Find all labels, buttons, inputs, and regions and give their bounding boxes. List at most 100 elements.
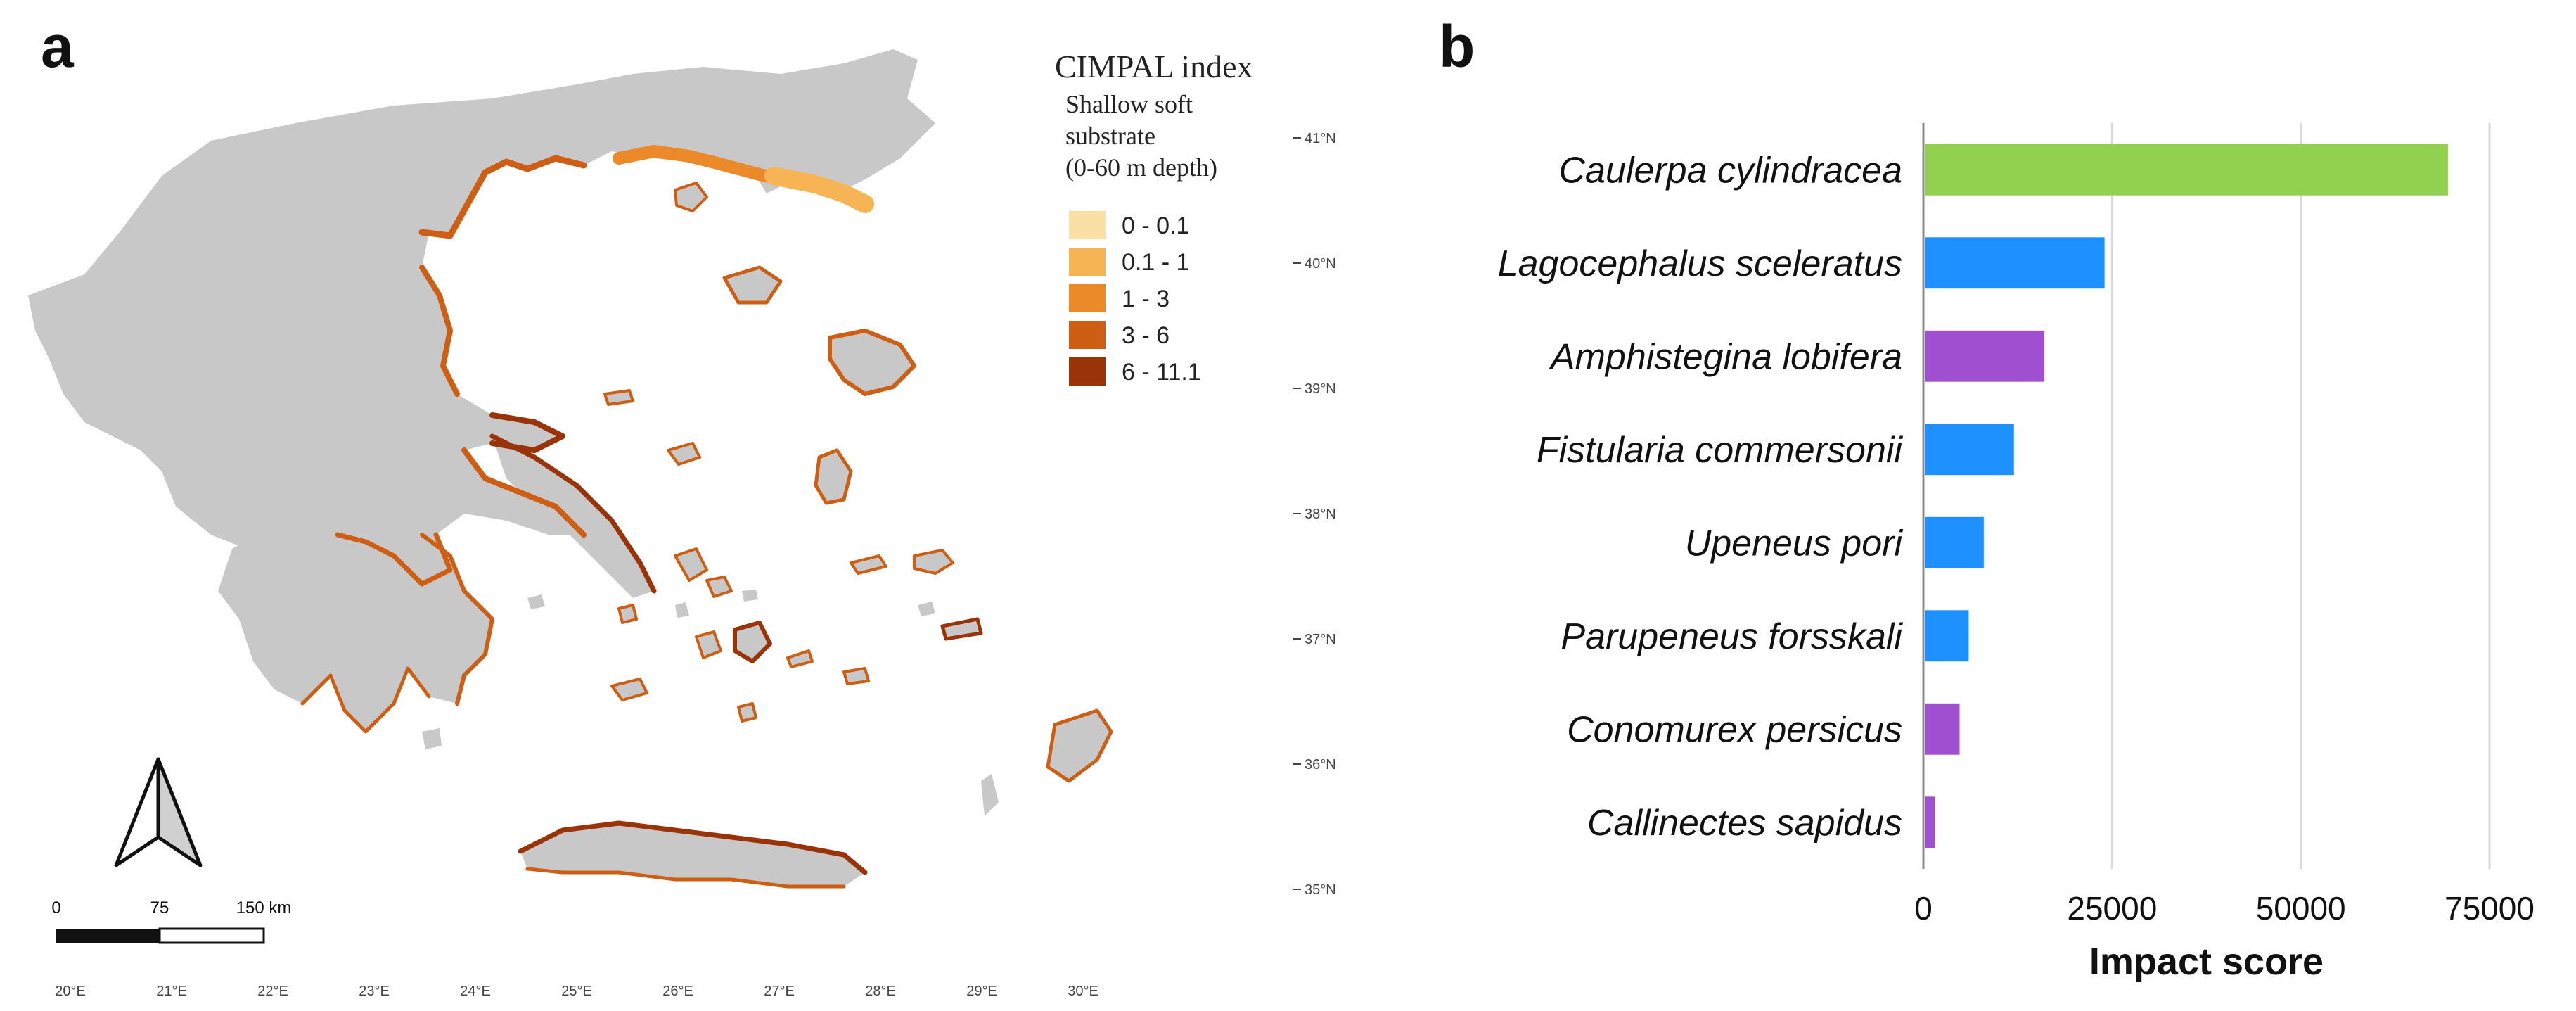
- category-label: Lagocephalus sceleratus: [1498, 243, 1902, 284]
- x-axis-title: Impact score: [2089, 941, 2324, 983]
- category-label: Amphistegina lobifera: [1549, 336, 1902, 377]
- chios: [816, 450, 851, 503]
- lat-label: 36°N: [1305, 757, 1336, 772]
- samos-coast: [913, 549, 954, 575]
- bar: [1925, 144, 2448, 196]
- islands-coast: [603, 182, 887, 723]
- legend-swatch: [1069, 284, 1106, 312]
- peloponnese-south: [300, 666, 431, 734]
- legend-label: 1 - 3: [1122, 286, 1170, 312]
- lat-label: 40°N: [1305, 256, 1336, 272]
- legend-swatch: [1069, 211, 1106, 239]
- latitude-labels: 41°N 40°N 39°N 38°N 37°N 36°N 35°N: [1293, 131, 1336, 898]
- category-label: Parupeneus forsskali: [1561, 616, 1903, 657]
- panel-label-b: b: [1439, 13, 1475, 80]
- scale-bar-black: [56, 929, 160, 943]
- lon-label: 28°E: [865, 984, 896, 999]
- scale-bar-white: [158, 927, 265, 944]
- coastal-impact-zones: [300, 145, 1113, 889]
- scale-label-0: 0: [51, 898, 60, 917]
- category-label: Callinectes sapidus: [1587, 803, 1902, 844]
- north-aegean-coast: [418, 155, 587, 239]
- land-masses: [28, 49, 1111, 886]
- kos-coast: [940, 617, 983, 641]
- category-label: Caulerpa cylindracea: [1559, 150, 1903, 191]
- gridlines: [2110, 123, 2491, 869]
- lat-label: 39°N: [1305, 381, 1336, 397]
- lesvos-coast: [828, 329, 916, 396]
- lesvos: [830, 331, 914, 394]
- lat-label: 37°N: [1305, 632, 1336, 647]
- x-tick-label: 75000: [2444, 890, 2535, 927]
- legend-label: 0.1 - 1: [1122, 249, 1189, 276]
- legend-label: 0 - 0.1: [1122, 212, 1189, 239]
- karpathos: [981, 774, 999, 816]
- bar: [1925, 424, 2014, 476]
- kythnos: [619, 605, 636, 623]
- rhodes: [1048, 711, 1111, 781]
- legend-subtitle-line-1: Shallow soft: [1065, 90, 1193, 118]
- map-legend: CIMPAL index Shallow soft substrate (0-6…: [1055, 49, 1253, 386]
- bar: [1925, 330, 2044, 382]
- central-coast: [461, 447, 587, 538]
- chios-coast: [814, 448, 853, 505]
- bar: [1925, 237, 2105, 289]
- syros: [675, 602, 689, 618]
- impact-bar-chart: Caulerpa cylindracea Lagocephalus scelera…: [1498, 123, 2535, 983]
- x-tick-label: 25000: [2067, 890, 2157, 927]
- corinth-gulf: [335, 532, 453, 587]
- scale-label-150: 150 km: [236, 898, 292, 917]
- peloponnese: [218, 514, 492, 732]
- x-tick-labels: 0 25000 50000 75000: [1914, 890, 2535, 927]
- scale-bar: 0 75 150 km: [51, 898, 292, 944]
- crete-north-coast: [518, 820, 868, 875]
- lat-label: 35°N: [1305, 882, 1336, 898]
- santorini: [738, 704, 756, 721]
- x-tick-label: 50000: [2256, 890, 2346, 927]
- lon-label: 30°E: [1068, 984, 1098, 999]
- lon-label: 26°E: [662, 984, 693, 999]
- lon-label: 29°E: [966, 984, 997, 999]
- x-tick-label: 0: [1914, 890, 1933, 927]
- legend-swatch: [1069, 321, 1106, 349]
- lemnos: [724, 267, 781, 303]
- longitude-labels: 20°E 21°E 22°E 23°E 24°E 25°E 26°E 27°E 28°E 29°E…: [55, 984, 1098, 999]
- naxos-coast: [733, 621, 772, 663]
- legend-subtitle-line-2: substrate: [1065, 122, 1155, 150]
- legend-swatch: [1069, 248, 1106, 276]
- legend-swatch: [1069, 357, 1106, 386]
- mykonos: [742, 590, 758, 602]
- legend-label: 3 - 6: [1122, 322, 1170, 349]
- evia-coast: [489, 433, 657, 594]
- crete-south-coast: [525, 867, 846, 889]
- north-arrow-icon: [114, 757, 203, 867]
- greece-map: 41°N 40°N 39°N 38°N 37°N 36°N 35°N 20°E 21°E 22°…: [28, 49, 1336, 999]
- legend-items: 0 - 0.1 0.1 - 1 1 - 3 3 - 6 6 - 11.1: [1069, 211, 1201, 386]
- kythira: [422, 728, 442, 749]
- category-label: Conomurex persicus: [1567, 709, 1902, 750]
- bar: [1925, 796, 1935, 848]
- category-labels: Caulerpa cylindracea Lagocephalus scelera…: [1498, 150, 1904, 844]
- scale-label-75: 75: [150, 898, 169, 917]
- lat-label: 38°N: [1305, 507, 1336, 522]
- category-label: Fistularia commersonii: [1537, 430, 1904, 471]
- legend-title: CIMPAL index: [1055, 49, 1253, 84]
- bar: [1925, 516, 1984, 568]
- kalymnos: [918, 602, 935, 616]
- mainland: [28, 49, 935, 584]
- lon-label: 27°E: [764, 984, 795, 999]
- lemnos-coast: [722, 265, 783, 305]
- evia: [492, 436, 654, 598]
- bar: [1925, 610, 1969, 662]
- thessaly-coast: [419, 265, 460, 397]
- ikaria: [851, 556, 886, 573]
- lon-label: 20°E: [55, 984, 86, 999]
- bars: [1925, 144, 2448, 848]
- legend-subtitle-line-3: (0-60 m depth): [1065, 153, 1217, 182]
- bar: [1925, 703, 1960, 755]
- thracian-coast-low: [764, 167, 874, 213]
- aegina: [527, 594, 545, 609]
- lon-label: 25°E: [561, 984, 592, 999]
- category-label: Upeneus pori: [1685, 523, 1904, 564]
- peloponnese-coast: [420, 533, 494, 706]
